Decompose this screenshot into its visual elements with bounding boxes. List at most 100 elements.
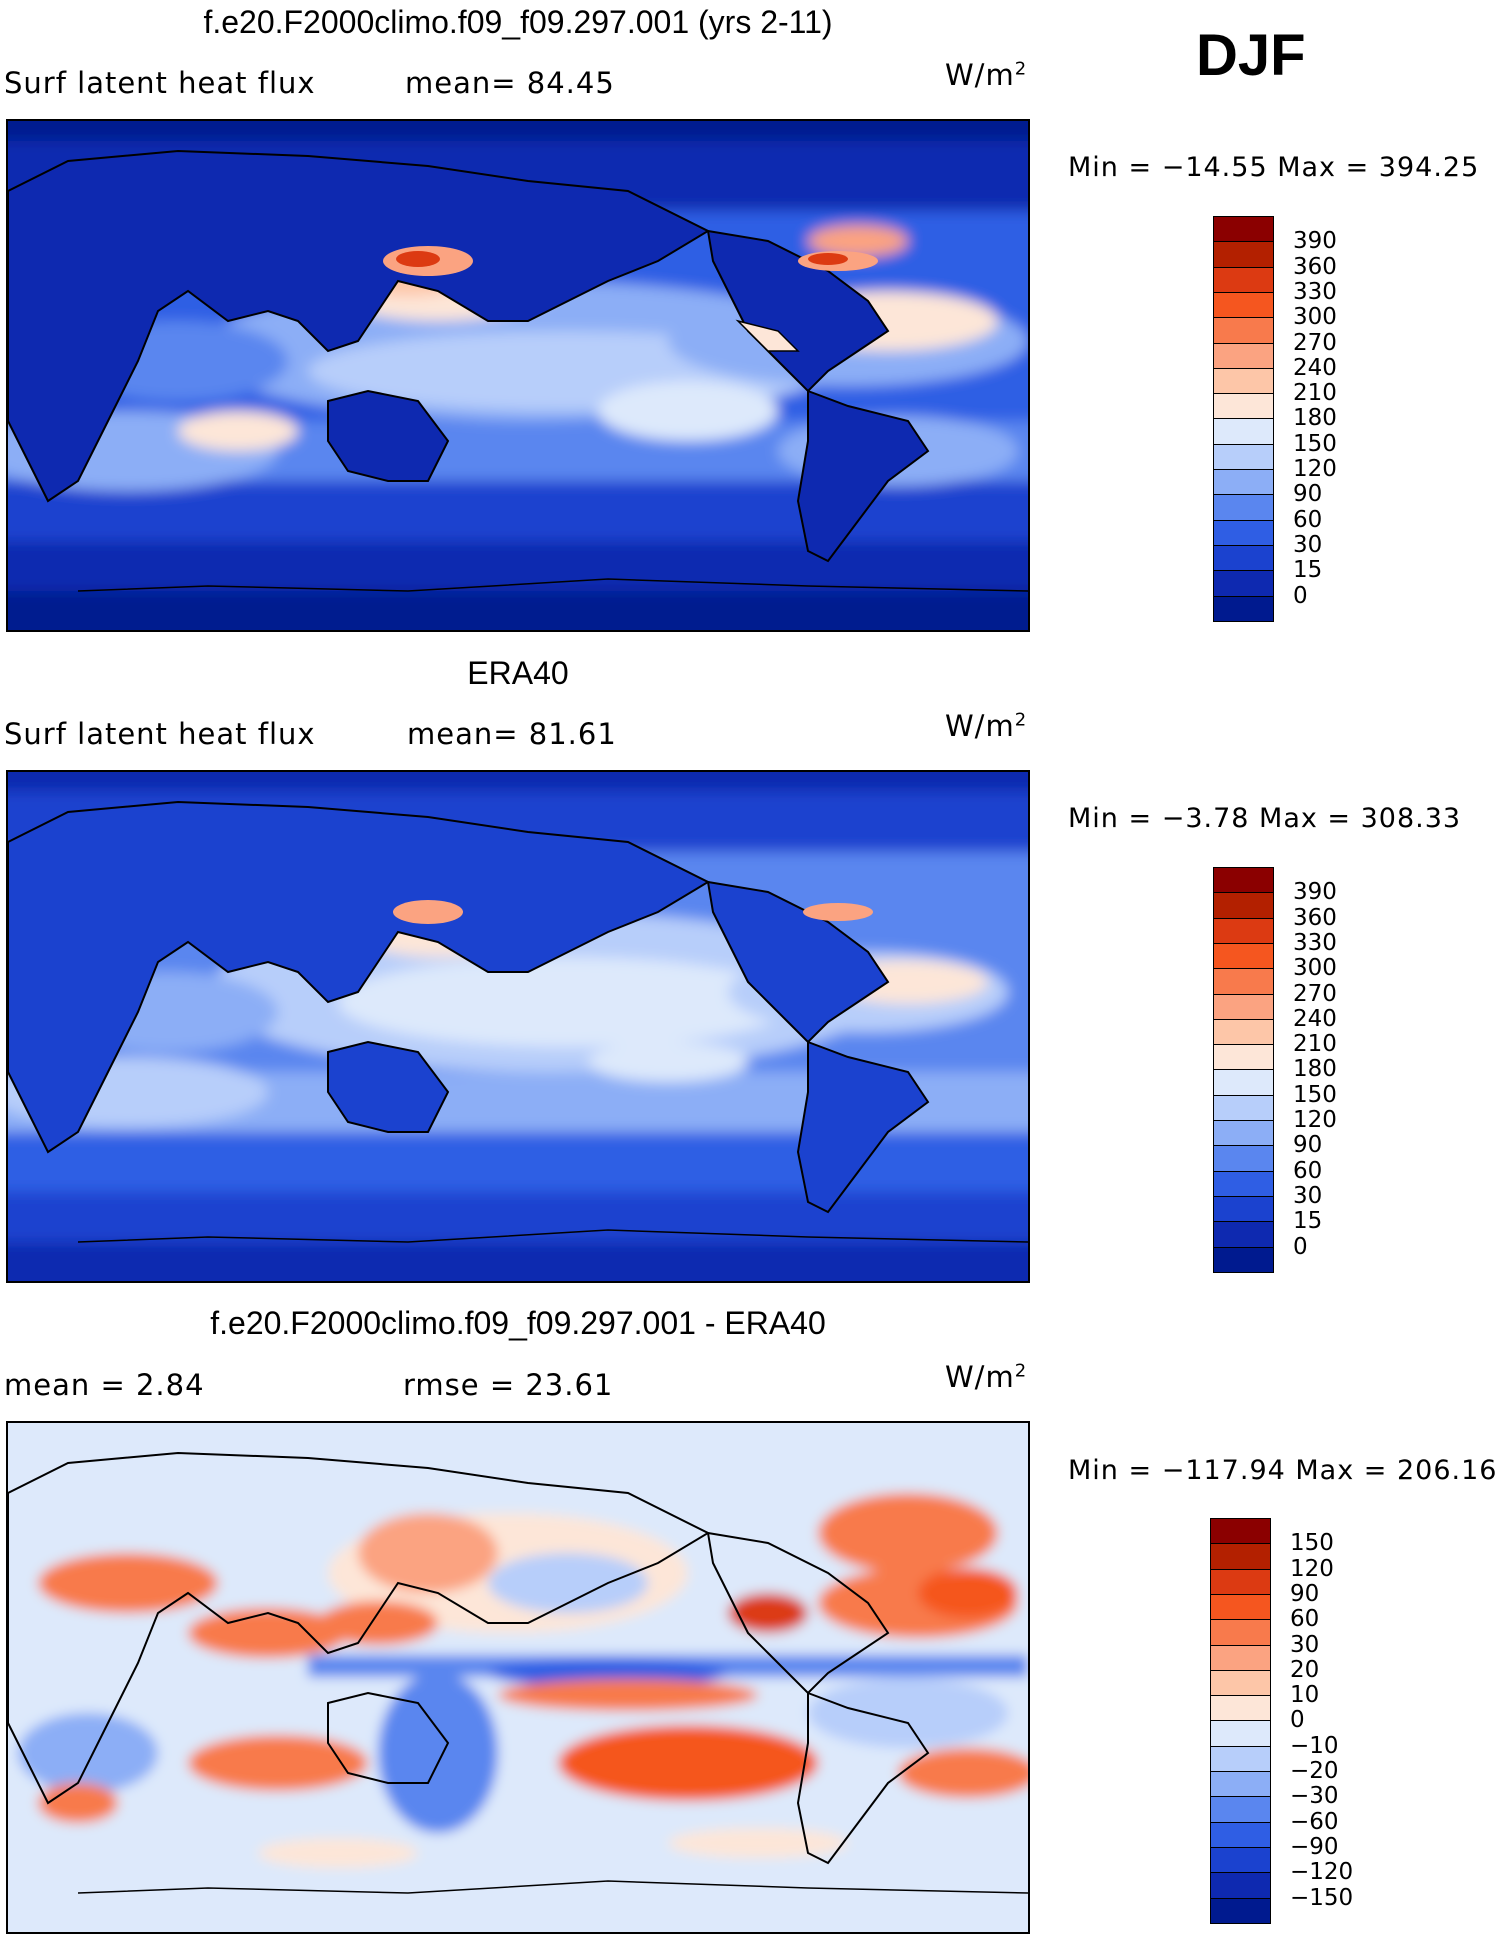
colorbar-swatch <box>1210 1872 1271 1899</box>
colorbar-swatch <box>1210 1846 1271 1874</box>
colorbar-swatch <box>1210 1518 1271 1545</box>
colorbar-label: 15 <box>1293 1208 1323 1235</box>
colorbar-swatch <box>1213 1246 1274 1274</box>
colorbar-swatch <box>1210 1543 1271 1571</box>
panel-3-mean: mean = 2.84 <box>4 1368 205 1402</box>
colorbar-label: 120 <box>1290 1555 1334 1582</box>
panel-2-title: ERA40 <box>467 655 569 691</box>
colorbar-swatch <box>1213 1145 1274 1173</box>
colorbar-label: 270 <box>1293 980 1337 1007</box>
colorbar-label: 15 <box>1293 557 1323 584</box>
colorbar-label: −120 <box>1290 1859 1354 1886</box>
colorbar-label: 300 <box>1293 955 1337 982</box>
colorbar-swatch <box>1213 867 1274 894</box>
colorbar-label: 0 <box>1293 1233 1308 1260</box>
colorbar-label: −10 <box>1290 1732 1339 1759</box>
colorbar-swatch <box>1213 1044 1274 1071</box>
colorbar-label: −20 <box>1290 1758 1339 1784</box>
colorbar-label: −30 <box>1290 1783 1339 1810</box>
colorbar-label: 390 <box>1293 879 1337 906</box>
colorbar-swatch <box>1210 1669 1271 1697</box>
colorbar-label: 60 <box>1293 506 1323 533</box>
colorbar-label: 150 <box>1290 1530 1334 1557</box>
colorbar-label: 120 <box>1293 1107 1337 1133</box>
colorbar-swatch <box>1210 1720 1271 1748</box>
panel-3-title: f.e20.F2000climo.f09_f09.297.001 - ERA40 <box>210 1305 826 1341</box>
colorbar-label: 60 <box>1293 1157 1323 1184</box>
colorbar-swatch <box>1210 1619 1271 1646</box>
panel-2-map <box>6 770 1030 1283</box>
colorbar-swatch <box>1213 266 1274 294</box>
colorbar-label: 270 <box>1293 329 1337 356</box>
colorbar-label: −90 <box>1290 1833 1339 1860</box>
colorbar-label: 390 <box>1293 228 1337 255</box>
colorbar-label: 30 <box>1290 1631 1320 1658</box>
colorbar-swatch <box>1213 942 1274 970</box>
colorbar-label: 360 <box>1293 253 1337 280</box>
colorbar-swatch <box>1213 1170 1274 1198</box>
colorbar-swatch <box>1213 342 1274 370</box>
colorbar-swatch <box>1213 519 1274 547</box>
colorbar-label: 0 <box>1293 582 1308 609</box>
colorbar-swatch <box>1213 544 1274 572</box>
colorbar-label: 60 <box>1290 1606 1320 1633</box>
panel-1-units: W/m2 <box>945 58 1028 92</box>
panel-1-mean: mean= 84.45 <box>405 66 615 100</box>
colorbar-label: 10 <box>1290 1682 1320 1709</box>
colorbar-label: 20 <box>1290 1656 1320 1683</box>
colorbar-swatch <box>1210 1593 1271 1621</box>
colorbar-swatch <box>1210 1695 1271 1722</box>
colorbar-label: 150 <box>1293 430 1337 457</box>
season-label: DJF <box>1196 23 1306 88</box>
colorbar-swatch <box>1213 469 1274 496</box>
colorbar-label: 90 <box>1293 481 1323 508</box>
colorbar-swatch <box>1210 1796 1271 1824</box>
colorbar-swatch <box>1213 418 1274 446</box>
panel-2-variable-label: Surf latent heat flux <box>4 717 316 751</box>
colorbar-swatch <box>1210 1745 1271 1773</box>
colorbar-label: 30 <box>1293 531 1323 558</box>
colorbar-swatch <box>1213 993 1274 1021</box>
panel-1-title: f.e20.F2000climo.f09_f09.297.001 (yrs 2-… <box>203 4 833 40</box>
panel-2-mean: mean= 81.61 <box>407 717 617 751</box>
colorbar-swatch <box>1213 892 1274 920</box>
colorbar-swatch <box>1213 291 1274 319</box>
colorbar-label: 30 <box>1293 1182 1323 1209</box>
colorbar-label: 210 <box>1293 380 1337 407</box>
colorbar-swatch <box>1213 1221 1274 1248</box>
colorbar-label: 90 <box>1290 1580 1320 1607</box>
panel-2-units: W/m2 <box>945 709 1028 743</box>
colorbar-swatch <box>1213 367 1274 395</box>
colorbar-swatch <box>1213 494 1274 522</box>
colorbar-label: −150 <box>1290 1884 1354 1911</box>
colorbar-label: 210 <box>1293 1031 1337 1058</box>
colorbar-swatch <box>1213 393 1274 420</box>
colorbar-swatch <box>1213 317 1274 344</box>
colorbar-swatch <box>1213 1120 1274 1147</box>
panel-1-map <box>6 119 1030 632</box>
panel-2-minmax: Min = −3.78 Max = 308.33 <box>1068 803 1462 834</box>
colorbar-label: 120 <box>1293 456 1337 482</box>
colorbar-swatch <box>1210 1568 1271 1596</box>
colorbar-label: 150 <box>1293 1081 1337 1108</box>
colorbar-swatch <box>1210 1771 1271 1798</box>
colorbar-label: −60 <box>1290 1808 1339 1835</box>
colorbar-label: 300 <box>1293 304 1337 331</box>
colorbar-swatch <box>1210 1821 1271 1849</box>
colorbar-swatch <box>1213 1195 1274 1223</box>
colorbar-label: 90 <box>1293 1132 1323 1159</box>
panel-3-units: W/m2 <box>945 1360 1028 1394</box>
colorbar-swatch <box>1213 1018 1274 1046</box>
colorbar-label: 180 <box>1293 405 1337 432</box>
panel-3-minmax: Min = −117.94 Max = 206.16 <box>1068 1455 1498 1486</box>
colorbar-label: 360 <box>1293 904 1337 931</box>
colorbar-label: 240 <box>1293 1005 1337 1032</box>
colorbar-swatch <box>1213 216 1274 243</box>
colorbar-swatch <box>1213 595 1274 623</box>
colorbar-label: 330 <box>1293 929 1337 956</box>
colorbar-swatch <box>1213 1069 1274 1097</box>
colorbar-swatch <box>1213 968 1274 995</box>
colorbar-swatch <box>1213 443 1274 471</box>
colorbar-swatch <box>1213 570 1274 597</box>
colorbar-label: 180 <box>1293 1056 1337 1083</box>
